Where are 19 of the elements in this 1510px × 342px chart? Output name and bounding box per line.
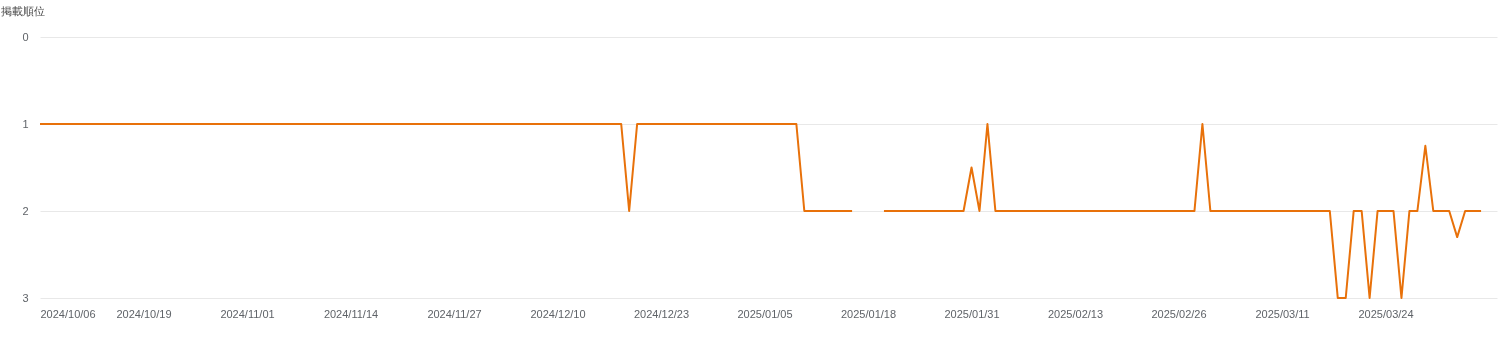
y-tick-label: 1 [22,117,29,130]
x-tick-label: 2024/12/10 [530,307,586,320]
x-tick-label: 2024/11/27 [427,307,482,320]
x-tick-label: 2025/03/24 [1358,307,1414,320]
x-tick-label: 2025/01/18 [840,307,897,320]
x-tick-label: 2024/12/23 [633,307,690,320]
x-tick-label: 2025/03/11 [1255,307,1310,320]
y-axis-title: 掲載順位 [0,4,45,17]
x-tick-label: 2025/02/13 [1048,307,1104,320]
x-tick-label: 2024/11/01 [220,307,275,320]
y-tick-label: 0 [22,30,29,43]
x-tick-label: 2025/01/05 [737,307,793,320]
y-tick-label: 3 [22,291,29,304]
x-tick-label: 2024/11/14 [323,307,379,320]
x-tick-label: 2025/01/31 [944,307,1000,320]
x-tick-label: 2025/02/26 [1151,307,1207,320]
x-tick-label: 2024/10/06 [40,307,96,320]
y-tick-label: 2 [22,204,29,217]
x-tick-label: 2024/10/19 [116,307,172,320]
